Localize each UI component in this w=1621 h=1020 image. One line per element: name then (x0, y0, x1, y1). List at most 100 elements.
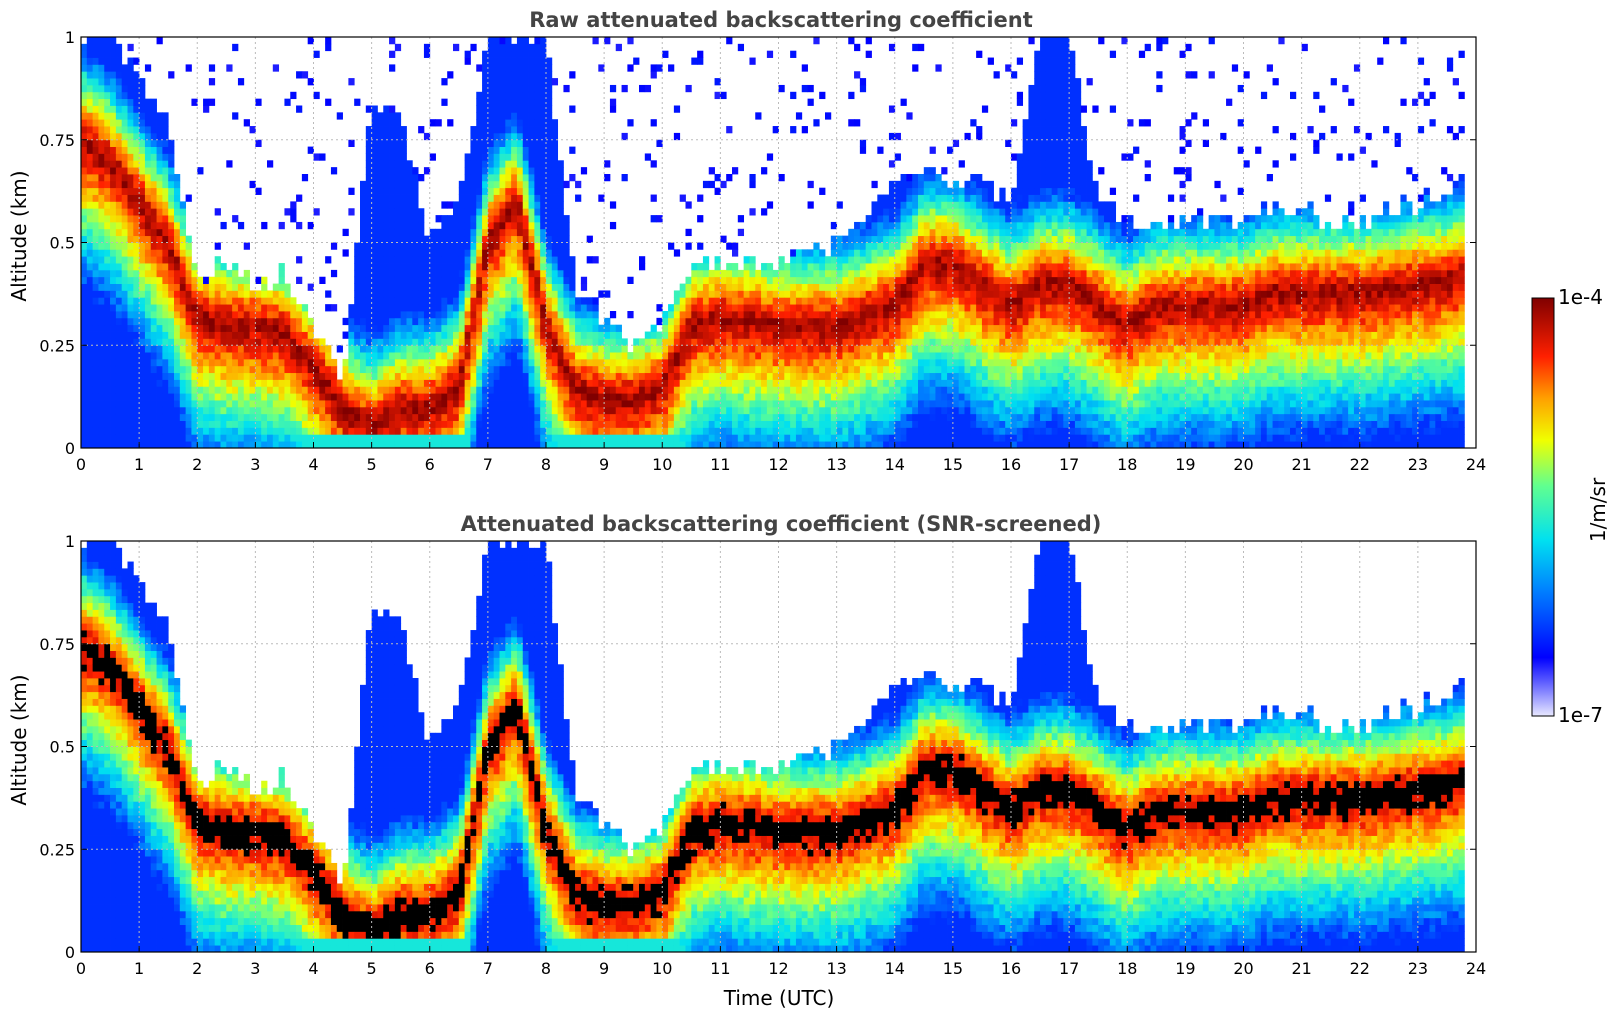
heatmap-cell (139, 208, 145, 215)
heatmap-cell (744, 256, 750, 263)
heatmap-cell (87, 441, 93, 448)
heatmap-cell (511, 297, 517, 304)
heatmap-cell (162, 407, 168, 414)
heatmap-cell (610, 393, 616, 400)
heatmap-cell (139, 229, 145, 236)
heatmap-cell (139, 414, 145, 421)
heatmap-cell (383, 427, 389, 434)
heatmap-cell (232, 332, 238, 339)
heatmap-cell (418, 304, 424, 311)
heatmap-cell (872, 366, 878, 373)
heatmap-cell (674, 400, 680, 407)
heatmap-cell (232, 386, 238, 393)
heatmap-cell (93, 147, 99, 154)
heatmap-cell (842, 263, 848, 270)
heatmap-cell (860, 277, 866, 284)
heatmap-cell (104, 249, 110, 256)
heatmap-cell (517, 400, 523, 407)
heatmap-cell (209, 386, 215, 393)
heatmap-cell (290, 366, 296, 373)
heatmap-cell (540, 174, 546, 181)
heatmap-cell (482, 78, 488, 85)
heatmap-cell (255, 99, 261, 106)
heatmap-cell (116, 64, 122, 71)
heatmap-cell (569, 366, 575, 373)
heatmap-cell (157, 140, 163, 147)
heatmap-cell (128, 318, 134, 325)
heatmap-cell (104, 222, 110, 229)
heatmap-cell (133, 263, 139, 270)
heatmap-cell (238, 311, 244, 318)
heatmap-cell (139, 263, 145, 270)
heatmap-cell (633, 400, 639, 407)
heatmap-cell (343, 427, 349, 434)
heatmap-cell (366, 421, 372, 428)
heatmap-cell (883, 421, 889, 428)
heatmap-cell (720, 373, 726, 380)
heatmap-cell (441, 256, 447, 263)
heatmap-cell (157, 386, 163, 393)
heatmap-cell (128, 71, 134, 78)
heatmap-cell (558, 441, 564, 448)
heatmap-cell (552, 222, 558, 229)
heatmap-cell (151, 304, 157, 311)
heatmap-cell (128, 78, 134, 85)
heatmap-cell (523, 201, 529, 208)
heatmap-cell (529, 44, 535, 51)
heatmap-cell (796, 318, 802, 325)
heatmap-cell (244, 352, 250, 359)
heatmap-cell (505, 304, 511, 311)
heatmap-cell (81, 421, 87, 428)
heatmap-cell (360, 427, 366, 434)
heatmap-cell (552, 386, 558, 393)
heatmap-cell (314, 92, 320, 99)
heatmap-cell (540, 147, 546, 154)
heatmap-cell (186, 434, 192, 441)
heatmap-cell (540, 99, 546, 106)
heatmap-cell (494, 133, 500, 140)
heatmap-cell (401, 386, 407, 393)
heatmap-cell (569, 441, 575, 448)
heatmap-cell (656, 345, 662, 352)
heatmap-cell (476, 249, 482, 256)
heatmap-cell (98, 414, 104, 421)
heatmap-cell (267, 414, 273, 421)
heatmap-cell (872, 229, 878, 236)
heatmap-cell (761, 297, 767, 304)
heatmap-cell (848, 325, 854, 332)
heatmap-cell (215, 366, 221, 373)
heatmap-cell (104, 112, 110, 119)
heatmap-cell (494, 64, 500, 71)
heatmap-cell (116, 380, 122, 387)
heatmap-cell (790, 304, 796, 311)
heatmap-cell (319, 421, 325, 428)
heatmap-cell (517, 352, 523, 359)
heatmap-cell (98, 277, 104, 284)
heatmap-cell (93, 51, 99, 58)
heatmap-cell (505, 208, 511, 215)
heatmap-cell (157, 167, 163, 174)
heatmap-cell (261, 325, 267, 332)
heatmap-cell (558, 421, 564, 428)
heatmap-cell (366, 270, 372, 277)
heatmap-cell (383, 167, 389, 174)
heatmap-cell (808, 393, 814, 400)
heatmap-cell (250, 352, 256, 359)
heatmap-cell (98, 112, 104, 119)
heatmap-cell (436, 311, 442, 318)
heatmap-cell (872, 311, 878, 318)
heatmap-cell (453, 400, 459, 407)
heatmap-cell (511, 236, 517, 243)
heatmap-cell (709, 181, 715, 188)
heatmap-cell (540, 119, 546, 126)
heatmap-cell (755, 427, 761, 434)
heatmap-cell (720, 277, 726, 284)
heatmap-cell (604, 290, 610, 297)
heatmap-cell (296, 373, 302, 380)
heatmap-cell (441, 407, 447, 414)
heatmap-cell (377, 380, 383, 387)
heatmap-cell (447, 421, 453, 428)
heatmap-cell (128, 304, 134, 311)
heatmap-cell (482, 229, 488, 236)
heatmap-cell (825, 290, 831, 297)
